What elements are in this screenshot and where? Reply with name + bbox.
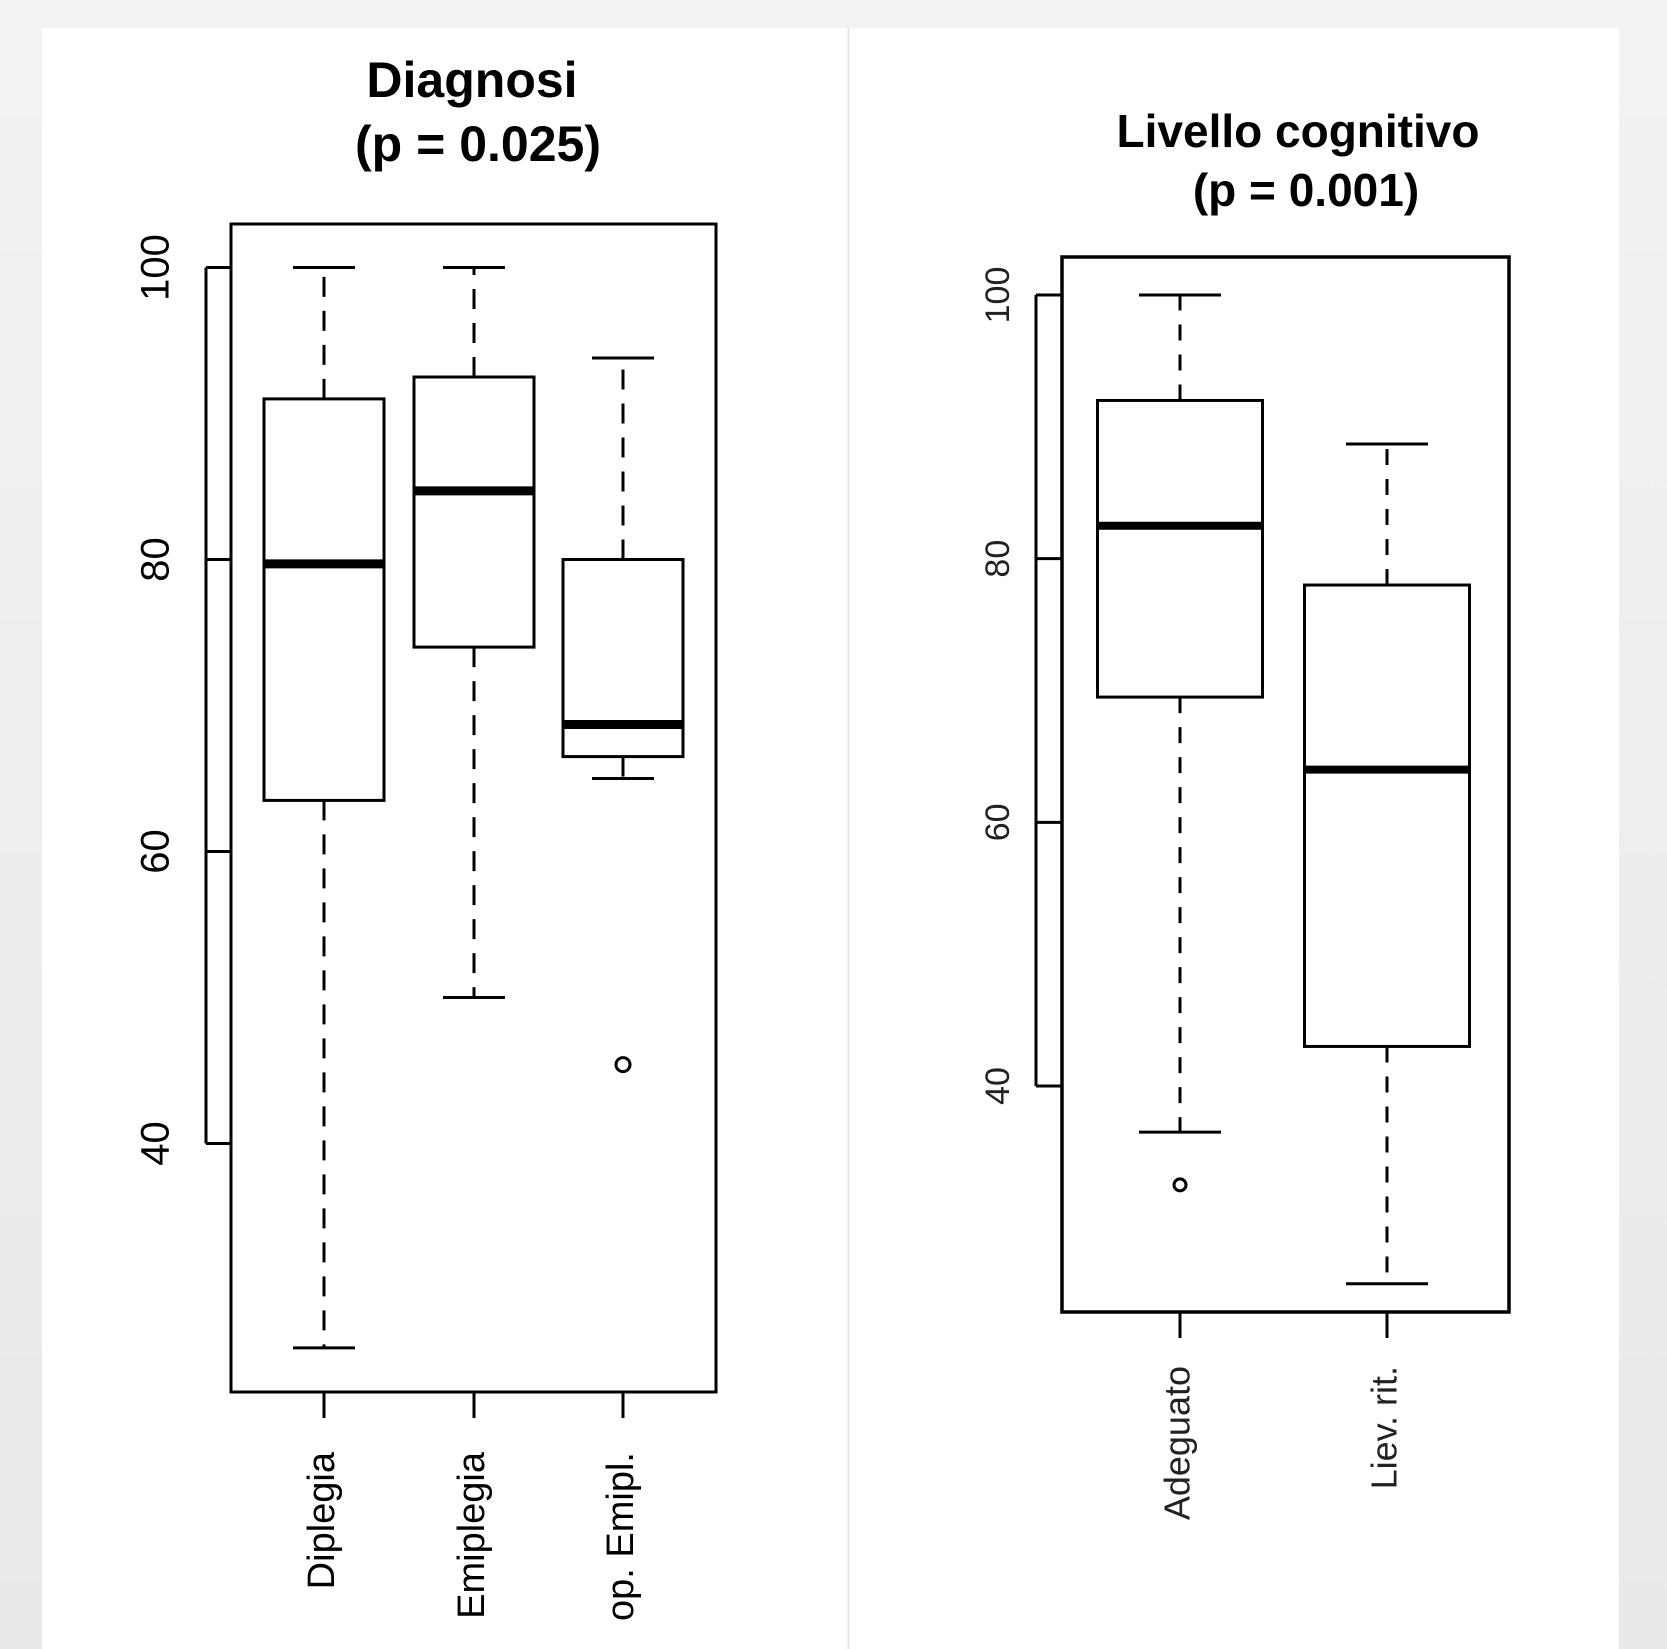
outlier-point xyxy=(614,1056,632,1074)
chart-title: Livello cognitivo xyxy=(1117,105,1480,157)
chart-subtitle: (p = 0.001) xyxy=(1193,164,1419,216)
y-tick-label: 60 xyxy=(979,803,1017,841)
outlier-point xyxy=(1172,1177,1188,1193)
x-category-label: Liev. rit. xyxy=(1364,1366,1405,1489)
box-iqr xyxy=(1303,583,1471,1048)
boxplot-marks: 40 60 80 100 Adeguato Liev. rit. xyxy=(979,267,1471,1520)
chart-livello-cognitivo: Livello cognitivo (p = 0.001) 40 60 80 100 A… xyxy=(979,105,1511,1520)
boxplot-marks: 40 60 80 100 Diplegia Emiplegia op. Emipl. xyxy=(134,234,685,1621)
y-tick-label: 40 xyxy=(134,1121,178,1166)
y-tick-label: 80 xyxy=(979,540,1017,578)
box-iqr xyxy=(262,397,386,802)
x-category-label: op. Emipl. xyxy=(600,1452,642,1621)
x-category-label: Diplegia xyxy=(301,1451,343,1589)
y-tick-label: 100 xyxy=(979,267,1017,324)
y-tick-label: 100 xyxy=(134,234,178,301)
plot-frame xyxy=(1060,255,1511,1314)
x-category-label: Adeguato xyxy=(1157,1366,1198,1520)
chart-subtitle: (p = 0.025) xyxy=(355,116,601,172)
box-iqr xyxy=(1096,398,1264,699)
x-category-label: Emiplegia xyxy=(451,1451,493,1619)
y-tick-label: 60 xyxy=(134,829,178,874)
y-tick-label: 80 xyxy=(134,537,178,582)
chart-diagnosi: Diagnosi (p = 0.025) 40 60 80 100 Diplegia Em… xyxy=(134,52,718,1621)
left-panel-background xyxy=(42,28,848,1649)
y-tick-label: 40 xyxy=(979,1067,1017,1105)
box-iqr xyxy=(412,375,536,649)
right-panel-background xyxy=(849,28,1619,1649)
chart-title: Diagnosi xyxy=(366,52,577,108)
